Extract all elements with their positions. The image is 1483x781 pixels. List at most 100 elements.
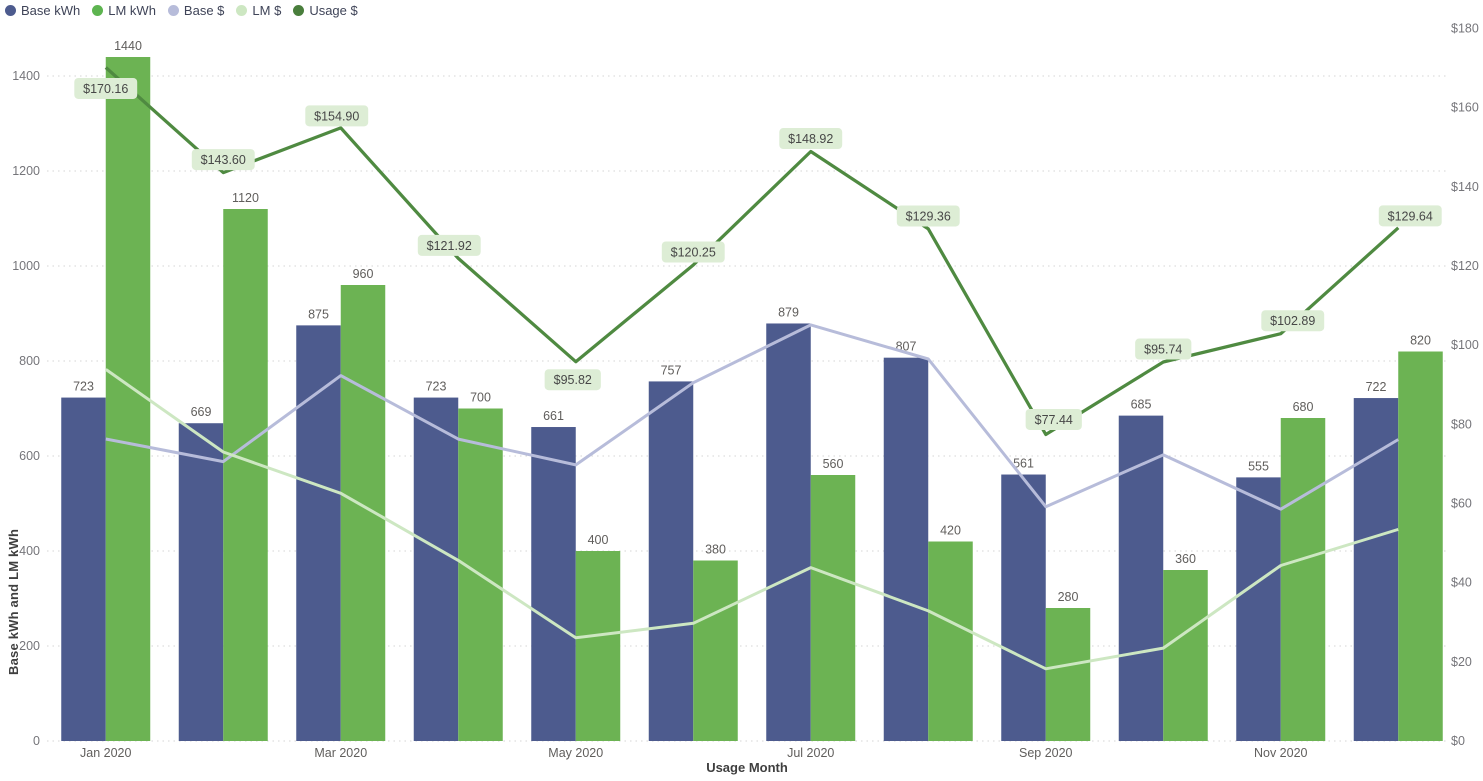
bar-base-kwh-nov-2020[interactable] [1236,477,1281,741]
bar-base-kwh-sep-2020[interactable] [1001,474,1046,741]
usage-label-pill-jul-2020 [779,128,843,150]
usage-label-pill-oct-2020 [1135,338,1192,360]
legend-item-lm-kwh[interactable]: LM kWh [92,3,156,18]
right-axis-tick-160: $160 [1451,101,1479,115]
x-axis-label-sep-2020: Sep 2020 [1019,746,1073,760]
left-axis-tick-0: 0 [33,734,40,748]
left-axis-tick-1000: 1000 [12,259,40,273]
x-axis-label-jul-2020: Jul 2020 [787,746,834,760]
bar-label-base-kwh-jan-2020: 723 [73,380,94,394]
bar-label-lm-kwh-mar-2020: 960 [353,267,374,281]
usage-label-pill-feb-2020 [191,149,255,171]
bar-label-lm-kwh-jun-2020: 380 [705,543,726,557]
legend-item-base-kwh[interactable]: Base kWh [5,3,80,18]
bar-base-kwh-dec-2020[interactable] [1353,398,1399,741]
usage-label-pill-jun-2020 [661,241,725,263]
line-base[interactable] [105,323,1400,511]
right-axis-tick-40: $40 [1451,576,1472,590]
legend: Base kWh LM kWh Base $ LM $ Usage $ [5,3,358,18]
bar-label-lm-kwh-feb-2020: 1120 [232,191,259,205]
bar-lm-kwh-aug-2020[interactable] [928,541,973,742]
bar-label-base-kwh-mar-2020: 875 [308,307,329,321]
legend-label: LM $ [252,3,282,18]
left-axis-tick-200: 200 [19,639,40,653]
bar-lm-kwh-jun-2020[interactable] [693,560,738,742]
x-axis-title: Usage Month [706,760,788,775]
bar-lm-kwh-may-2020[interactable] [575,551,621,741]
bar-label-lm-kwh-jan-2020: 1440 [114,39,142,53]
bar-base-kwh-may-2020[interactable] [531,427,576,741]
bar-lm-kwh-oct-2020[interactable] [1163,570,1208,741]
bar-label-lm-kwh-nov-2020: 680 [1293,400,1314,414]
bar-lm-kwh-feb-2020[interactable] [223,209,268,741]
usage-label-pill-apr-2020 [417,234,481,256]
usage-label-may-2020: $95.82 [554,373,592,387]
legend-label: Base $ [183,3,225,18]
bar-label-base-kwh-dec-2020: 722 [1366,380,1387,394]
bar-base-kwh-mar-2020[interactable] [296,325,341,741]
usage-label-nov-2020: $102.89 [1270,314,1315,328]
legend-dot-base [167,5,179,16]
bar-label-base-kwh-oct-2020: 685 [1131,398,1152,412]
usage-label-feb-2020: $143.60 [201,153,246,167]
bar-label-base-kwh-jun-2020: 757 [661,363,682,377]
bar-lm-kwh-sep-2020[interactable] [1045,608,1091,741]
bar-base-kwh-jul-2020[interactable] [766,323,811,741]
left-axis-tick-400: 400 [19,544,40,558]
bar-lm-kwh-mar-2020[interactable] [340,285,386,741]
bar-label-base-kwh-sep-2020: 561 [1013,457,1034,471]
bar-base-kwh-jun-2020[interactable] [648,381,694,741]
bar-lm-kwh-jan-2020[interactable] [105,57,151,741]
bar-label-base-kwh-feb-2020: 669 [191,405,212,419]
legend-item-usage[interactable]: Usage $ [293,3,358,18]
legend-dot-usage [293,5,305,16]
bar-base-kwh-jan-2020[interactable] [61,397,106,741]
left-axis-tick-1200: 1200 [12,164,40,178]
legend-dot-lm-kwh [92,5,104,16]
bar-label-lm-kwh-aug-2020: 420 [940,524,961,538]
legend-dot-lm [236,5,248,16]
bar-label-base-kwh-apr-2020: 723 [426,380,447,394]
usage-label-pill-may-2020 [544,369,601,391]
bar-base-kwh-apr-2020[interactable] [413,397,459,741]
usage-label-jan-2020: $170.16 [83,82,128,96]
bar-lm-kwh-dec-2020[interactable] [1398,351,1443,742]
right-axis-tick-100: $100 [1451,338,1479,352]
bar-lm-kwh-jul-2020[interactable] [810,475,856,741]
right-axis-tick-20: $20 [1451,655,1472,669]
usage-label-oct-2020: $95.74 [1144,343,1182,357]
usage-label-pill-nov-2020 [1261,310,1325,332]
x-axis-label-may-2020: May 2020 [548,746,603,760]
legend-label: LM kWh [108,3,156,18]
x-axis-label-mar-2020: Mar 2020 [314,746,367,760]
left-axis-tick-600: 600 [19,449,40,463]
legend-item-base[interactable]: Base $ [167,3,225,18]
usage-label-jun-2020: $120.25 [671,246,716,260]
bar-base-kwh-feb-2020[interactable] [178,423,224,741]
bar-label-lm-kwh-dec-2020: 820 [1410,334,1431,348]
usage-label-dec-2020: $129.64 [1388,209,1433,223]
right-axis-tick-180: $180 [1451,22,1479,36]
left-axis-tick-800: 800 [19,354,40,368]
legend-item-lm[interactable]: LM $ [236,3,281,18]
bar-label-base-kwh-jul-2020: 879 [778,305,799,319]
right-axis-tick-60: $60 [1451,497,1472,511]
bar-label-lm-kwh-may-2020: 400 [588,533,609,547]
line-lm[interactable] [104,368,1399,671]
legend-dot-base-kwh [5,5,16,16]
x-axis-label-nov-2020: Nov 2020 [1254,746,1308,760]
usage-label-apr-2020: $121.92 [427,239,472,253]
bar-label-lm-kwh-jul-2020: 560 [823,457,844,471]
x-axis-label-jan-2020: Jan 2020 [80,746,131,760]
usage-label-pill-jan-2020 [74,77,138,99]
bar-label-base-kwh-nov-2020: 555 [1248,459,1269,473]
right-axis-tick-120: $120 [1451,259,1479,273]
right-axis-tick-80: $80 [1451,417,1472,431]
usage-label-pill-dec-2020 [1378,205,1442,227]
bar-lm-kwh-nov-2020[interactable] [1280,418,1326,741]
usage-label-sep-2020: $77.44 [1035,413,1073,427]
left-axis-tick-1400: 1400 [12,69,40,83]
bar-base-kwh-aug-2020[interactable] [883,357,929,741]
